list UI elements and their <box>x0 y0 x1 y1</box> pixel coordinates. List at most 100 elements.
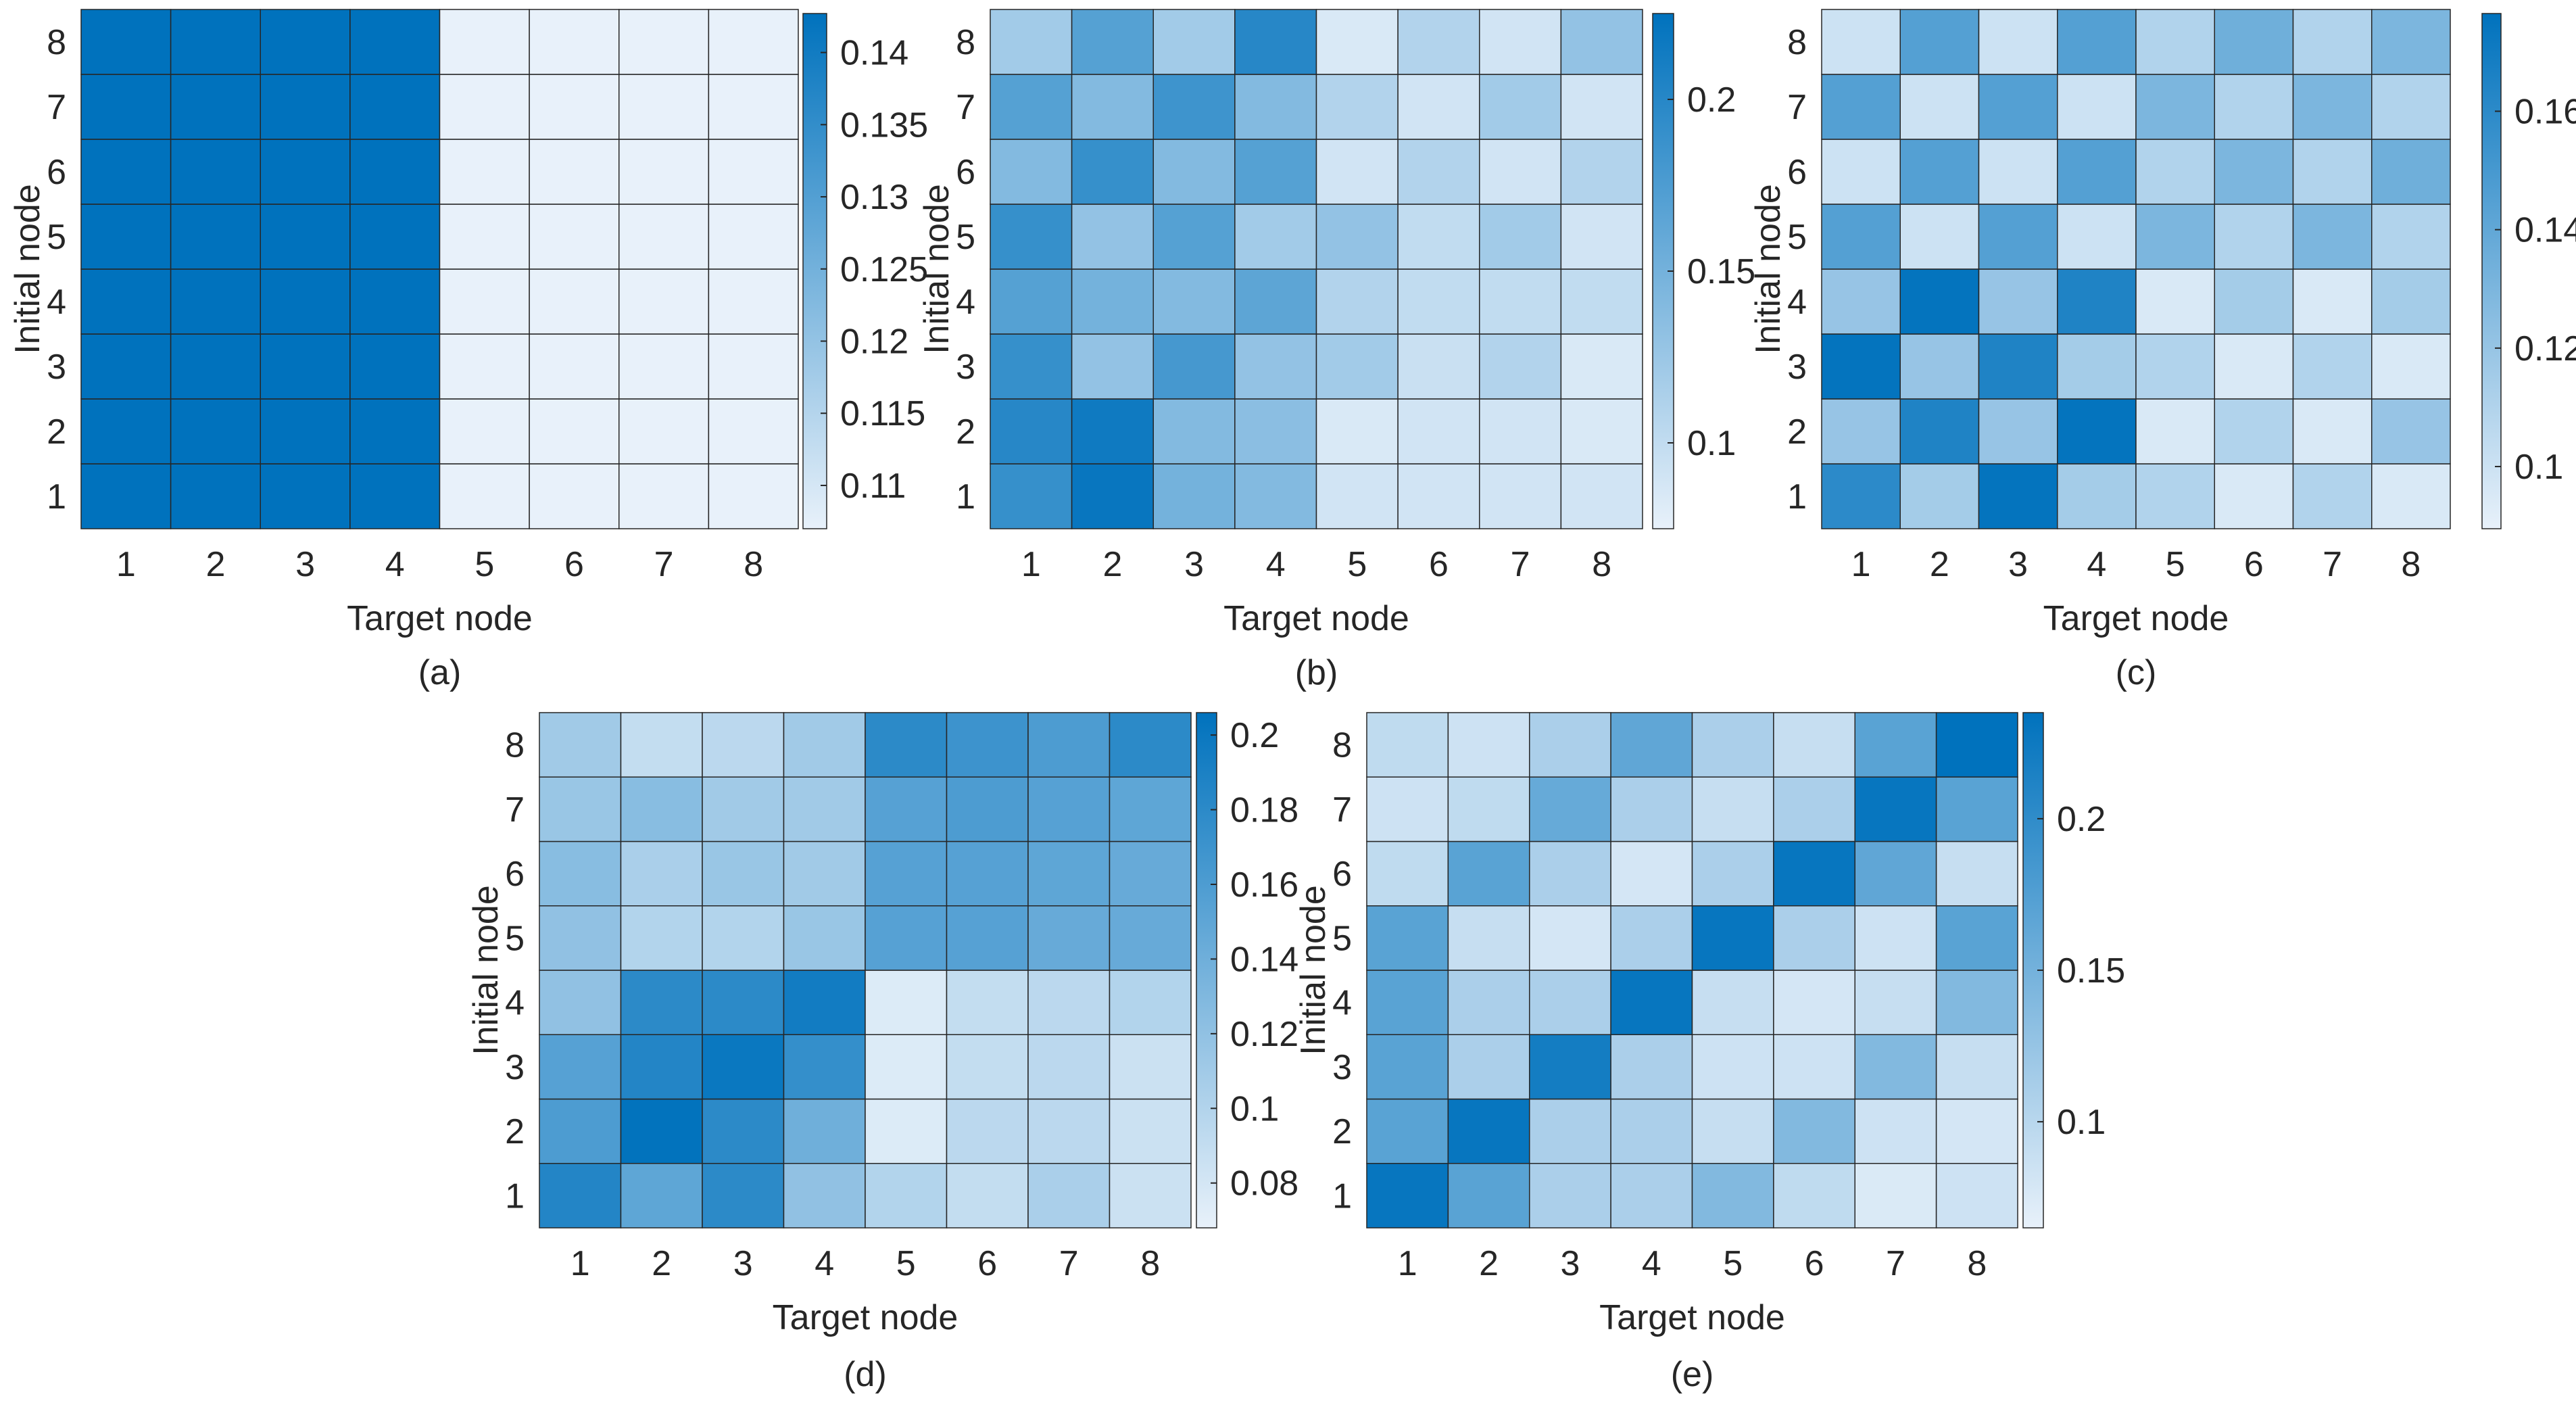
heatmap-cell <box>783 970 866 1035</box>
heatmap-cell <box>1397 268 1480 335</box>
heatmap-cell <box>1610 1098 1693 1164</box>
heatmap-cell <box>439 333 530 400</box>
heatmap-cell <box>618 9 710 75</box>
heatmap-cell <box>1366 1163 1449 1229</box>
colorbar-tick-label: 0.135 <box>840 105 928 145</box>
y-tick-label: 5 <box>505 919 525 958</box>
heatmap-cell <box>1109 776 1192 842</box>
heatmap-cell <box>2135 204 2215 270</box>
heatmap-cell <box>80 9 172 75</box>
heatmap-cell <box>1854 776 1937 842</box>
heatmap-cell <box>539 1098 622 1164</box>
heatmap-cell <box>1899 204 1980 270</box>
heatmap-cell <box>1978 398 2058 464</box>
heatmap-cell <box>2371 139 2451 205</box>
x-axis-label: Target node <box>347 599 533 638</box>
x-axis-label: Target node <box>1599 1298 1785 1337</box>
heatmap-cell <box>349 268 441 335</box>
heatmap-cell <box>1479 204 1562 270</box>
colorbar-tick-label: 0.1 <box>1687 424 1736 463</box>
y-tick-label: 6 <box>47 153 66 192</box>
heatmap-cell <box>80 139 172 205</box>
heatmap-cell <box>1397 139 1480 205</box>
y-tick-label: 3 <box>505 1048 525 1087</box>
heatmap-cell <box>1978 333 2058 400</box>
heatmap-cell <box>349 398 441 464</box>
colorbar-tick-label: 0.12 <box>840 323 908 362</box>
heatmap-cell <box>2292 204 2373 270</box>
y-tick-label: 2 <box>1332 1112 1352 1151</box>
colorbar-tick-label: 0.11 <box>840 467 906 506</box>
heatmap-cell <box>349 9 441 75</box>
y-tick-label: 7 <box>505 790 525 830</box>
heatmap-cell <box>1366 776 1449 842</box>
heatmap-cell <box>1529 905 1611 971</box>
heatmap-cell <box>1447 1163 1530 1229</box>
heatmap-cell <box>783 840 866 907</box>
heatmap-cell <box>1610 1034 1693 1100</box>
y-axis-label: Initial node <box>466 885 506 1055</box>
heatmap-cell <box>439 398 530 464</box>
heatmap-cell <box>2292 9 2373 75</box>
colorbar-tick-label: 0.2 <box>2057 800 2106 839</box>
heatmap-cell <box>1366 840 1449 907</box>
heatmap-cell <box>1560 204 1643 270</box>
y-tick-label: 4 <box>505 984 525 1023</box>
heatmap-cell <box>2371 9 2451 75</box>
colorbar-tick-label: 0.14 <box>840 34 908 73</box>
heatmap-cell <box>618 268 710 335</box>
heatmap-cell <box>170 398 261 464</box>
x-tick-label: 2 <box>1102 545 1122 584</box>
x-axis-label: Target node <box>2043 599 2229 638</box>
y-tick-label: 4 <box>956 283 975 322</box>
y-tick-label: 1 <box>956 477 975 517</box>
heatmap-panel: 1 2 3 4 5 6 7 8 1 2 3 4 5 6 7 8 Target node Initial node (… <box>8 9 928 692</box>
colorbar-tick-label: 0.125 <box>840 250 928 289</box>
y-tick-label: 6 <box>505 855 525 894</box>
heatmap-cell <box>618 333 710 400</box>
colorbar-gradient <box>2481 13 2502 529</box>
heatmap-cell <box>990 333 1073 400</box>
heatmap-cell <box>529 333 620 400</box>
x-tick-label: 4 <box>1642 1244 1661 1283</box>
heatmap-cell <box>708 463 799 529</box>
heatmap-cell <box>1234 333 1317 400</box>
x-tick-label: 4 <box>2087 545 2106 584</box>
heatmap-cell <box>1071 333 1154 400</box>
heatmap-cell <box>946 840 1029 907</box>
y-tick-label: 2 <box>505 1112 525 1151</box>
heatmap-cell <box>1027 840 1111 907</box>
x-tick-label: 2 <box>652 1244 671 1283</box>
heatmap-cell <box>2057 268 2137 335</box>
y-tick-label: 6 <box>956 153 975 192</box>
y-tick-label: 8 <box>1332 726 1352 765</box>
heatmap-cell <box>529 139 620 205</box>
heatmap-cell <box>2135 268 2215 335</box>
heatmap-cell <box>2292 139 2373 205</box>
heatmap-cell <box>2135 139 2215 205</box>
x-tick-label: 6 <box>1805 1244 1824 1283</box>
colorbar-tick-label: 0.12 <box>1230 1015 1298 1054</box>
heatmap-cell <box>946 712 1029 778</box>
x-tick-label: 3 <box>733 1244 753 1283</box>
heatmap-cell <box>1773 905 1855 971</box>
colorbar-gradient <box>802 13 827 529</box>
heatmap-cell <box>702 1098 785 1164</box>
heatmap-cell <box>1071 9 1154 75</box>
heatmap-cell <box>1152 333 1236 400</box>
heatmap-cell <box>1479 139 1562 205</box>
heatmap-cell <box>2057 74 2137 140</box>
heatmap-cell <box>618 463 710 529</box>
heatmap-cell <box>1109 1034 1192 1100</box>
heatmap-cell <box>1691 776 1774 842</box>
heatmap-cell <box>1447 1098 1530 1164</box>
heatmap-cell <box>170 9 261 75</box>
heatmap-cell <box>80 268 172 335</box>
heatmap-cell <box>260 333 351 400</box>
heatmap-cell <box>170 463 261 529</box>
heatmap-cell <box>1366 970 1449 1035</box>
heatmap-cell <box>1610 1163 1693 1229</box>
heatmap-cell <box>1899 268 1980 335</box>
heatmap-cell <box>708 139 799 205</box>
heatmap-cell <box>1691 905 1774 971</box>
